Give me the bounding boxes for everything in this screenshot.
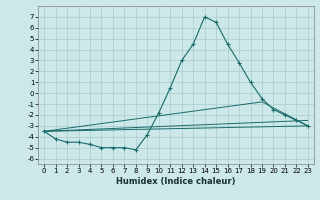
X-axis label: Humidex (Indice chaleur): Humidex (Indice chaleur) (116, 177, 236, 186)
